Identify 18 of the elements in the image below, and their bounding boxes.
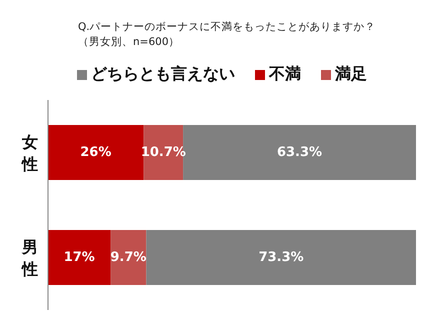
- data-label: 17%: [64, 250, 95, 265]
- y-tick-label: 女性: [21, 132, 38, 173]
- y-tick-label: 男性: [21, 237, 38, 278]
- bar: [144, 125, 184, 180]
- data-label: 10.7%: [140, 145, 186, 160]
- bar: [48, 125, 144, 180]
- data-label: 26%: [80, 145, 112, 160]
- bar: [146, 230, 416, 285]
- data-label: 73.3%: [258, 250, 304, 265]
- bar: [110, 230, 146, 285]
- chart-subtitle: （男女別、n=600）: [78, 35, 180, 50]
- legend-label: どちらとも言えない: [91, 64, 235, 83]
- legend-label: 不満: [269, 64, 301, 83]
- data-label: 9.7%: [110, 250, 146, 265]
- bar: [48, 230, 111, 285]
- legend-label: 満足: [335, 64, 367, 83]
- chart-title: Q.パートナーのボーナスに不満をもったことがありますか？: [78, 20, 376, 35]
- data-label: 63.3%: [276, 145, 322, 160]
